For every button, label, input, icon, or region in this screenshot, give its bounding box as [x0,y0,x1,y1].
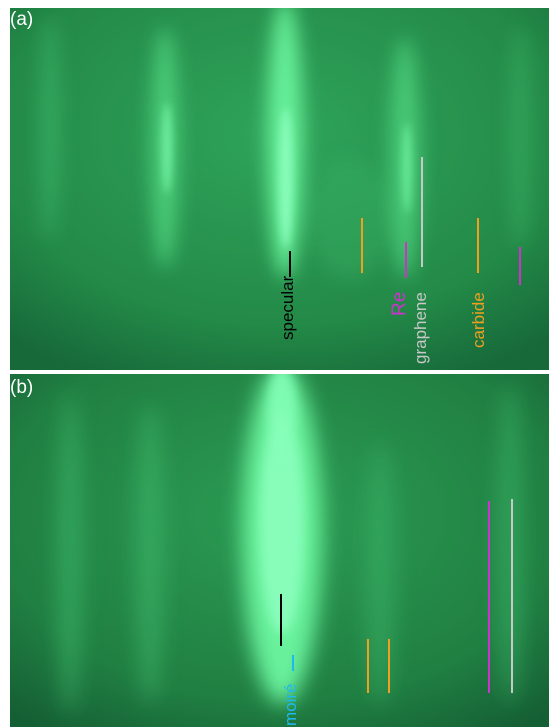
panel-label-b: (b) [10,377,34,398]
moire-label: moiré [281,683,300,726]
graphene-marker-b [511,499,513,693]
panel-label-a: (a) [10,9,34,30]
carbide-label: carbide [469,292,488,348]
specular-label: specular [278,275,297,340]
specular-marker-a [289,251,291,277]
specular-marker-b [280,594,282,646]
rheed-panel-a: (a) specular carbide Re graphene [10,8,549,370]
graphene-marker-a [421,157,423,267]
graphene-label: graphene [411,292,430,364]
carbide-marker-b-1 [367,639,369,693]
re-marker-b [488,501,490,693]
re-marker-a-1 [405,242,407,278]
re-marker-a-2 [519,247,521,285]
diffraction-pattern-a [10,8,549,370]
rheed-panel-b: (b) moiré [10,374,549,727]
carbide-marker-a-2 [477,218,479,273]
re-label: Re [389,291,410,316]
carbide-marker-a-1 [361,218,363,273]
diffraction-pattern-b [10,374,549,727]
carbide-marker-b-2 [388,639,390,693]
moire-marker-b [292,655,294,671]
